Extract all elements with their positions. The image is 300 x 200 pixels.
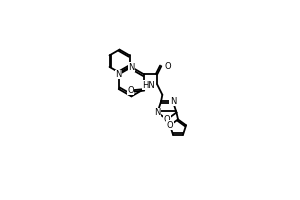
Text: N: N — [128, 63, 135, 72]
Text: HN: HN — [142, 81, 155, 90]
Text: N: N — [116, 70, 122, 79]
Text: N: N — [154, 108, 161, 117]
Text: N: N — [170, 97, 176, 106]
Text: O: O — [128, 86, 134, 95]
Text: O: O — [164, 62, 171, 71]
Text: O: O — [167, 121, 173, 130]
Text: O: O — [164, 115, 170, 124]
